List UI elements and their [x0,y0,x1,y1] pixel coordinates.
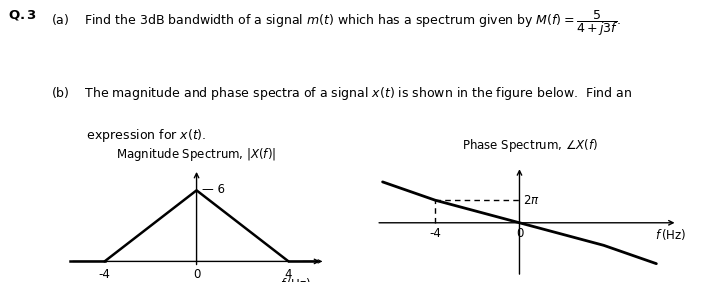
Text: (b)    The magnitude and phase spectra of a signal $x(t)$ is shown in the figure: (b) The magnitude and phase spectra of a… [51,85,632,102]
Text: -4: -4 [99,268,110,281]
Text: Phase Spectrum, $\angle X(f)$: Phase Spectrum, $\angle X(f)$ [462,137,598,154]
Text: -4: -4 [430,227,441,240]
Text: expression for $x(t)$.: expression for $x(t)$. [51,127,206,144]
Text: 0: 0 [516,227,523,240]
Text: $2\pi$: $2\pi$ [523,194,540,207]
Text: $\mathbf{Q.3}$: $\mathbf{Q.3}$ [8,8,37,23]
Text: — 6: — 6 [202,183,225,196]
Text: (a)    Find the 3dB bandwidth of a signal $m(t)$ which has a spectrum given by $: (a) Find the 3dB bandwidth of a signal $… [51,8,621,38]
Text: Magnitude Spectrum, $|X(f)|$: Magnitude Spectrum, $|X(f)|$ [117,146,277,163]
Text: 4: 4 [285,268,292,281]
Text: $f\,$(Hz): $f\,$(Hz) [656,227,687,242]
Text: 0: 0 [193,268,200,281]
Text: $f\,$(Hz): $f\,$(Hz) [280,276,311,282]
